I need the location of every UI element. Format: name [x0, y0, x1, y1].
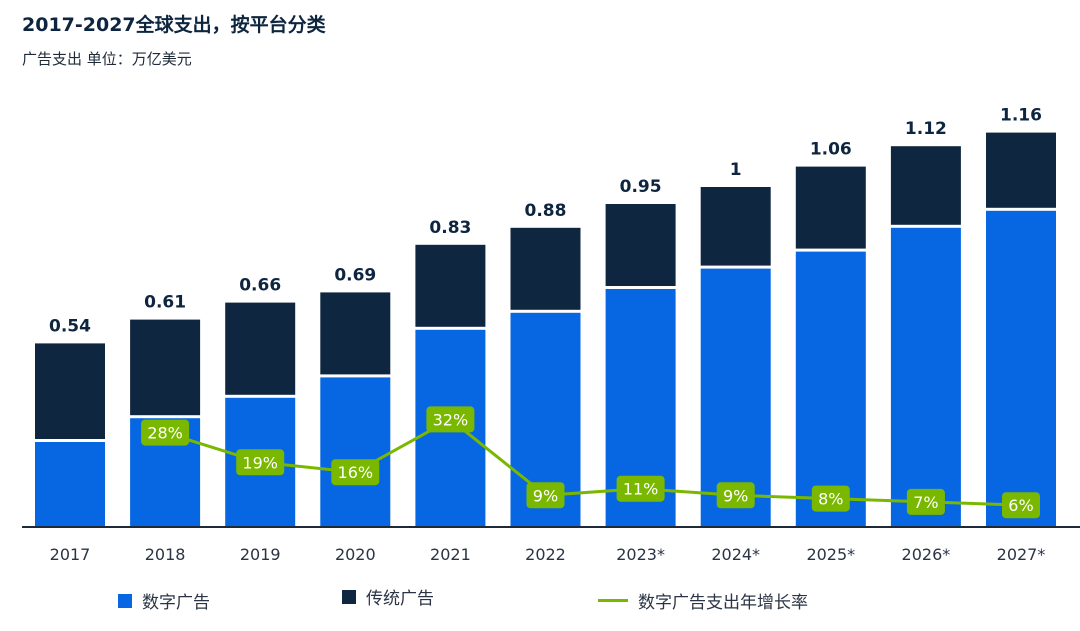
bar-digital [890, 227, 961, 528]
growth-label: 11% [623, 480, 659, 499]
growth-label-box [426, 406, 475, 433]
growth-label-box [811, 485, 850, 512]
growth-label: 16% [338, 463, 374, 482]
bar-traditional [415, 244, 486, 327]
x-tick-label: 2019 [240, 545, 281, 564]
legend-label-growth: 数字广告支出年增长率 [638, 593, 808, 613]
total-label: 1.16 [1000, 106, 1042, 126]
total-label: 0.54 [49, 316, 91, 336]
total-label: 1.12 [905, 119, 947, 139]
legend-label-traditional: 传统广告 [366, 589, 434, 609]
total-label: 0.95 [620, 177, 662, 197]
legend-swatch-traditional [342, 589, 356, 604]
growth-label-box [331, 459, 380, 486]
x-tick-label: 2026* [902, 545, 951, 564]
bar-traditional [890, 146, 961, 225]
x-tick-label: 2020 [335, 545, 376, 564]
growth-label-box [616, 475, 665, 502]
total-label: 0.66 [239, 276, 281, 296]
legend-line-growth [598, 599, 628, 602]
x-tick-label: 2022 [525, 545, 566, 564]
growth-label: 9% [533, 486, 558, 505]
bar-traditional [35, 343, 105, 439]
growth-label: 8% [818, 490, 843, 509]
total-label: 0.83 [429, 218, 471, 238]
bar-digital [320, 377, 391, 527]
x-tick-label: 2024* [711, 545, 760, 564]
bar-traditional [795, 166, 866, 249]
total-label: 0.88 [525, 201, 567, 221]
total-label: 0.61 [144, 293, 186, 313]
growth-label-box [716, 482, 755, 509]
x-tick-label: 2017 [50, 545, 91, 564]
x-tick-label: 2027* [997, 545, 1046, 564]
bar-digital [35, 442, 105, 527]
growth-label: 7% [913, 493, 938, 512]
growth-label: 19% [242, 453, 278, 472]
growth-label-box [526, 482, 565, 509]
bar-traditional [130, 319, 201, 416]
x-tick-label: 2018 [145, 545, 186, 564]
bar-traditional [320, 292, 391, 375]
growth-label: 6% [1008, 496, 1033, 515]
x-tick-label: 2023* [616, 545, 665, 564]
bar-traditional [510, 227, 581, 310]
total-label: 0.69 [334, 265, 376, 285]
legend-item-traditional: 传统广告 [342, 584, 434, 609]
total-label: 1.06 [810, 140, 852, 160]
bar-traditional [986, 132, 1056, 208]
growth-label-box [906, 488, 945, 515]
legend-swatch-digital [118, 593, 132, 608]
growth-label: 28% [147, 424, 183, 443]
total-label: 1 [730, 160, 742, 180]
bar-digital [795, 251, 866, 527]
legend-label-digital: 数字广告 [142, 593, 210, 613]
bar-digital [986, 210, 1056, 528]
growth-line [164, 417, 1022, 507]
bar-traditional [605, 204, 676, 286]
legend-item-growth: 数字广告支出年增长率 [598, 588, 808, 613]
legend-item-digital: 数字广告 [118, 588, 210, 613]
growth-label: 32% [433, 410, 469, 429]
growth-label: 9% [723, 486, 748, 505]
bar-traditional [700, 187, 771, 266]
chart-title: 2017-2027全球支出，按平台分类 [22, 14, 326, 36]
x-tick-label: 2025* [806, 545, 855, 564]
x-tick-label: 2021 [430, 545, 471, 564]
growth-label-box [141, 419, 190, 446]
growth-label-box [236, 449, 285, 476]
chart-subtitle: 广告支出 单位：万亿美元 [22, 50, 192, 68]
growth-label-box [1002, 492, 1040, 519]
bar-traditional [225, 302, 296, 395]
